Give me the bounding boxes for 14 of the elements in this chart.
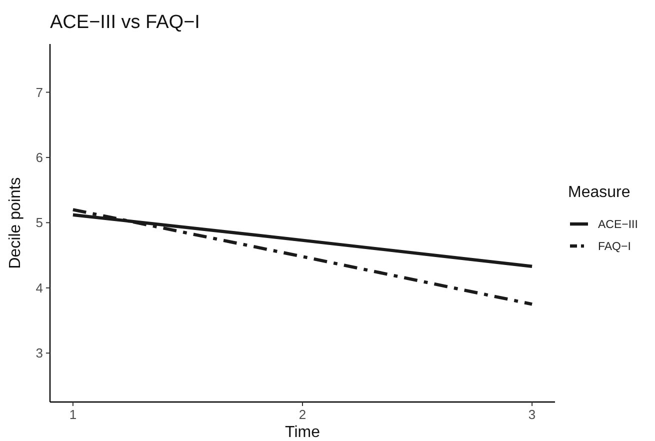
y-tick-label: 6 bbox=[36, 150, 43, 166]
y-axis-title: Decile points bbox=[7, 177, 24, 269]
x-tick-label: 3 bbox=[528, 407, 536, 422]
legend-label: ACE−III bbox=[598, 219, 638, 232]
x-tick-label: 1 bbox=[69, 407, 77, 422]
chart-title: ACE−III vs FAQ−I bbox=[50, 12, 200, 33]
x-tick-label: 2 bbox=[298, 407, 306, 422]
x-axis-title: Time bbox=[285, 424, 320, 441]
legend-title: Measure bbox=[568, 184, 630, 201]
y-tick-label: 5 bbox=[36, 215, 43, 230]
legend-label: FAQ−I bbox=[598, 241, 631, 254]
y-tick-label: 3 bbox=[36, 346, 43, 361]
y-tick-label: 4 bbox=[36, 280, 43, 296]
y-tick-label: 7 bbox=[36, 84, 43, 100]
